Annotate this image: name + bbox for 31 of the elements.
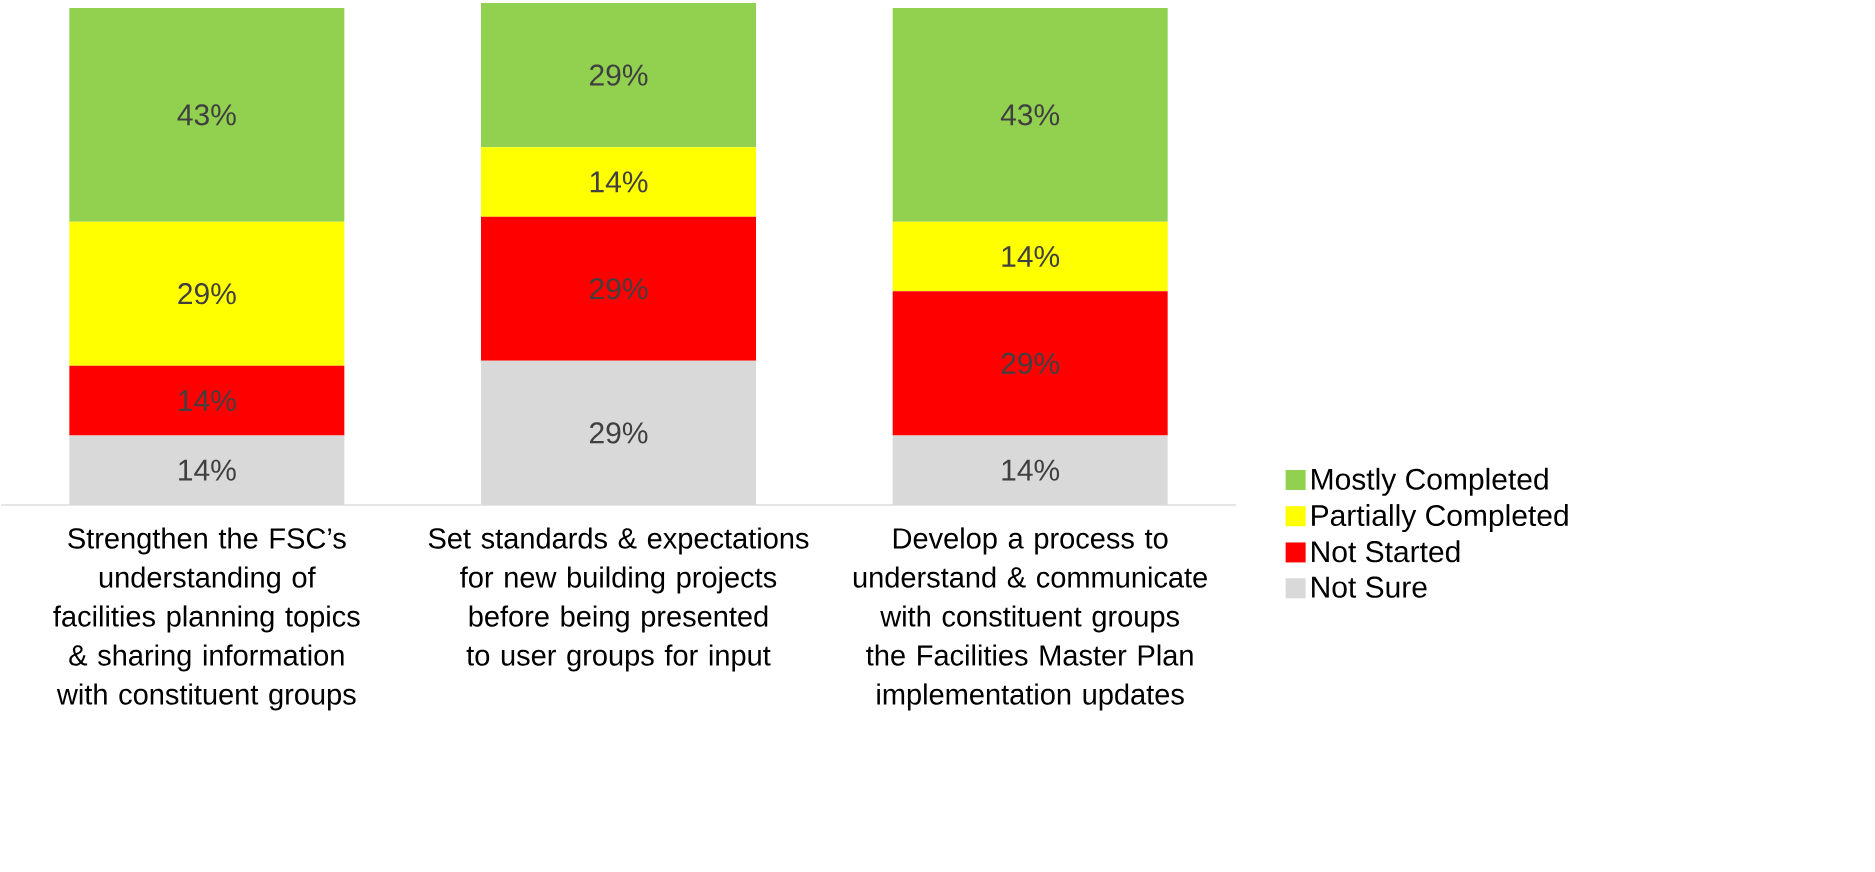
legend-label: Partially Completed — [1312, 504, 1568, 533]
data-label: 29% — [178, 283, 236, 305]
bar — [481, 360, 756, 505]
bar — [69, 435, 345, 505]
data-label: 29% — [589, 64, 648, 86]
data-label: 29% — [589, 422, 648, 444]
bar — [892, 221, 1168, 292]
data-label: 14% — [590, 171, 648, 193]
x-tick-label: Develop a process to understand & communicate with constituent groups the Facilities Master Plan implementation updates — [853, 527, 1207, 711]
data-label: 29% — [589, 278, 648, 300]
bar — [481, 147, 756, 217]
data-label: 29% — [1001, 352, 1060, 374]
x-tick-label: Set standards & expectations for new building projects before being presented to user groups for input — [428, 527, 809, 672]
legend-label: Not Started — [1312, 540, 1460, 563]
data-label: 43% — [1000, 104, 1060, 126]
bar — [892, 291, 1168, 436]
data-label: 14% — [179, 459, 236, 481]
bar — [69, 221, 345, 366]
bar — [892, 7, 1168, 222]
legend-label: Not Sure — [1312, 576, 1427, 598]
data-label: 43% — [177, 104, 236, 126]
data-label: 14% — [1002, 245, 1060, 267]
bar — [892, 435, 1168, 505]
bar — [69, 7, 345, 222]
data-label: 14% — [1002, 459, 1060, 481]
bar — [69, 365, 345, 436]
legend-label: Mostly Completed — [1312, 467, 1548, 496]
x-tick-label: Strengthen the FSC’s understanding of facilities planning topics & sharing information with constituent groups — [53, 527, 360, 711]
data-label: 14% — [179, 390, 236, 412]
bar — [481, 216, 756, 361]
bar — [481, 3, 756, 148]
